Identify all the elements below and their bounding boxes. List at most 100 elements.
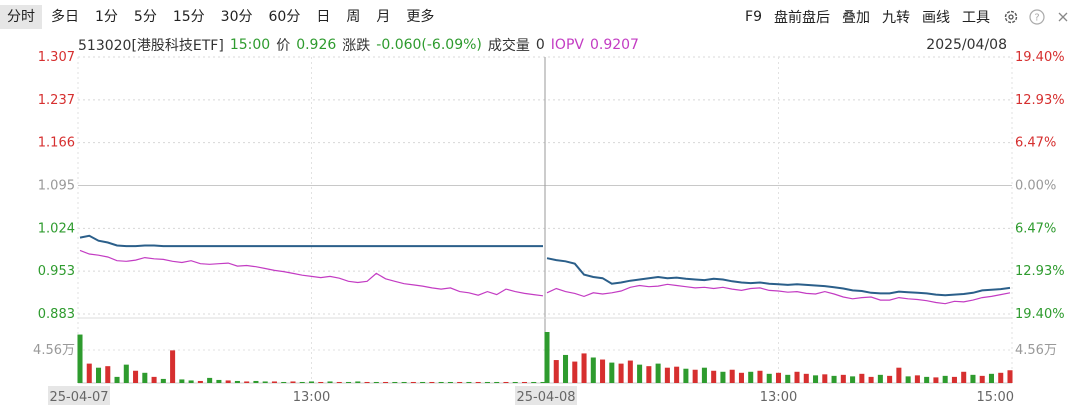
- y-tick-left: 0.883: [38, 307, 75, 322]
- tool-0[interactable]: F9: [745, 9, 762, 25]
- help-icon[interactable]: ?: [1028, 9, 1045, 26]
- tool-3[interactable]: 九转: [882, 10, 910, 26]
- settings-icon[interactable]: [1002, 9, 1019, 26]
- tab-3[interactable]: 5分: [133, 9, 157, 25]
- volume-bar: [896, 367, 902, 383]
- x-tick: 25-04-08: [516, 390, 575, 405]
- security-code: 513020[港股科技ETF]: [78, 38, 224, 54]
- tab-0[interactable]: 分时: [0, 5, 42, 29]
- volume-bar: [905, 376, 911, 383]
- y-tick-right: 19.40%: [1015, 307, 1065, 322]
- x-tick: 25-04-07: [49, 390, 108, 405]
- volume-bar: [457, 381, 463, 383]
- volume-bar: [701, 367, 707, 383]
- volume-bar: [600, 359, 606, 383]
- volume-bar: [822, 374, 828, 383]
- volume-bar: [318, 381, 324, 383]
- tab-4[interactable]: 15分: [172, 9, 205, 25]
- tab-9[interactable]: 月: [376, 9, 391, 25]
- volume-bar: [840, 374, 846, 383]
- volume-bar: [299, 381, 305, 383]
- volume-bar: [664, 367, 670, 383]
- volume-bar: [170, 350, 176, 383]
- volume-bar: [364, 381, 370, 383]
- change-value: -0.060(-6.09%): [376, 37, 482, 53]
- volume-bar: [646, 366, 652, 383]
- y-tick-left: 1.095: [38, 179, 75, 194]
- volume-bar: [674, 366, 680, 383]
- volume-bar: [484, 381, 490, 383]
- y-tick-right: 12.93%: [1015, 93, 1065, 108]
- info-bar: 513020[港股科技ETF] 15:00 价 0.926 涨跌 -0.060(…: [78, 35, 1013, 55]
- iopv-line: [79, 249, 544, 297]
- volume-bar: [766, 373, 772, 383]
- volume-bar: [262, 381, 268, 383]
- volume-bar: [914, 375, 920, 383]
- tool-5[interactable]: 工具: [962, 10, 990, 26]
- volume-bar: [253, 380, 259, 383]
- volume-bar: [998, 372, 1004, 383]
- tab-2[interactable]: 1分: [95, 9, 118, 25]
- volume-bar: [887, 375, 893, 383]
- tool-1[interactable]: 盘前盘后: [774, 10, 830, 26]
- volume-bar: [581, 353, 587, 383]
- tab-7[interactable]: 日: [316, 9, 331, 25]
- y-tick-right: 12.93%: [1015, 264, 1065, 279]
- tab-6[interactable]: 60分: [268, 9, 301, 25]
- volume-bar: [655, 363, 661, 383]
- y-tick-right: 19.40%: [1015, 50, 1065, 65]
- volume-bar: [720, 371, 726, 383]
- volume-bar: [244, 381, 250, 383]
- volume-bar: [392, 381, 398, 383]
- y-tick-left: 1.307: [38, 50, 75, 65]
- price-label: 价: [276, 38, 291, 54]
- volume-bar: [373, 381, 379, 383]
- volume-bar: [383, 381, 389, 383]
- volume-bar: [683, 368, 689, 383]
- price-value: 0.926: [296, 37, 337, 53]
- volume-bar: [831, 375, 837, 383]
- volume-bar: [281, 381, 287, 383]
- volume-bar: [105, 366, 111, 383]
- close-icon[interactable]: [1054, 9, 1071, 26]
- volume-bar: [590, 357, 596, 383]
- y-tick-right: 0.00%: [1015, 179, 1056, 194]
- volume-bar: [794, 371, 800, 383]
- volume-bar: [114, 376, 120, 383]
- volume-bar: [933, 377, 939, 383]
- toolbar: 分时 多日 1分 5分 15分 30分 60分日周月更多 F9 盘前盘后 叠加 九转 画线 工具?: [0, 0, 1080, 34]
- volume-bar: [785, 374, 791, 383]
- volume-bar: [961, 371, 967, 383]
- tool-2[interactable]: 叠加: [842, 10, 870, 26]
- y-tick-right: 6.47%: [1015, 136, 1056, 151]
- volume-bar: [553, 360, 559, 383]
- volume-value: 0: [535, 37, 545, 53]
- price-line: [79, 234, 543, 248]
- volume-bar: [924, 376, 930, 383]
- tab-10[interactable]: 更多: [406, 9, 435, 25]
- volume-bar: [775, 372, 782, 383]
- volume-bar: [609, 362, 615, 383]
- volume-bar: [188, 380, 194, 383]
- volume-bar: [77, 334, 83, 383]
- volume-bar: [475, 381, 481, 383]
- tool-4[interactable]: 画线: [922, 10, 950, 26]
- volume-bar: [540, 381, 546, 383]
- volume-bar: [142, 372, 148, 383]
- x-tick: 13:00: [293, 390, 330, 405]
- tab-1[interactable]: 多日: [51, 9, 79, 25]
- volume-bar: [512, 381, 518, 383]
- volume-bar: [355, 381, 361, 383]
- volume-bar: [970, 374, 976, 383]
- tab-5[interactable]: 30分: [220, 9, 253, 25]
- volume-bar: [466, 381, 472, 383]
- iopv-line: [546, 283, 1011, 305]
- tab-8[interactable]: 周: [346, 9, 361, 25]
- volume-bar: [572, 361, 578, 383]
- y-tick-left: 0.953: [38, 264, 75, 279]
- volume-bar: [729, 369, 735, 383]
- volume-bar: [179, 379, 185, 383]
- volume-tick-right: 4.56万: [1015, 343, 1057, 358]
- volume-label: 成交量: [487, 38, 530, 54]
